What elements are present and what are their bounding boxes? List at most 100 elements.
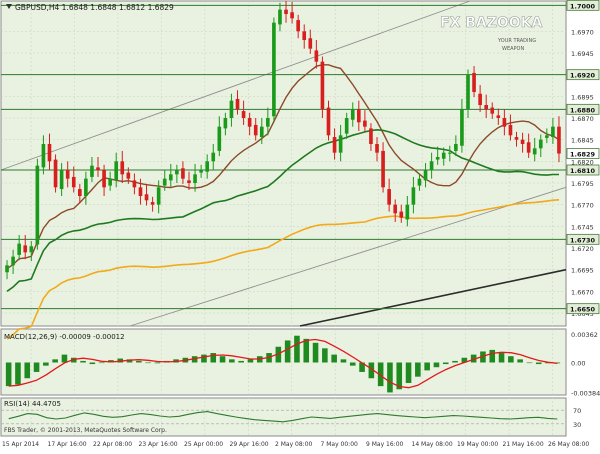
candle-body	[168, 174, 173, 181]
logo-tagline-1: YOUR TRADING	[497, 38, 536, 44]
upper-channel-line	[0, 0, 471, 171]
macd-bar	[535, 362, 542, 365]
candle-body	[71, 176, 76, 188]
candle-body	[278, 9, 282, 25]
macd-bar	[470, 354, 477, 363]
price-tick-label: 1.6745	[571, 223, 594, 231]
candle-body	[417, 178, 422, 186]
time-tick-label: 19 May 00:00	[457, 441, 498, 448]
macd-bar	[415, 362, 421, 377]
candle-body	[399, 211, 404, 218]
candle-body	[356, 109, 361, 123]
candle-body	[381, 150, 385, 188]
macd-bar	[461, 357, 468, 363]
candle-body	[532, 148, 537, 155]
candle-body	[120, 161, 125, 175]
candle-body	[162, 178, 167, 186]
candle-body	[302, 31, 307, 40]
candle-body	[90, 165, 94, 177]
candle-body	[217, 126, 222, 151]
candle-body	[484, 105, 489, 110]
macd-bar	[303, 338, 310, 363]
candle-body	[411, 187, 416, 205]
macd-bar	[340, 359, 347, 363]
macd-bar	[275, 346, 282, 363]
macd-bar	[322, 348, 328, 363]
price-tick-label: 1.6720	[571, 245, 594, 253]
level-price-label: 1.7000	[570, 2, 596, 10]
macd-bar	[219, 356, 226, 363]
candle-body	[375, 144, 379, 153]
time-tick-label: 2 May 08:00	[275, 441, 313, 448]
candle-body	[102, 170, 106, 188]
candle-body	[326, 107, 331, 136]
macd-bar	[210, 353, 217, 363]
macd-label: MACD(12,26,9) -0.00009 -0.00012	[4, 333, 125, 341]
macd-bar	[368, 362, 375, 379]
candle-body	[144, 194, 149, 201]
candle-body	[454, 144, 458, 151]
fx-bazooka-logo: FX BAZOOKA YOUR TRADING WEAPON	[440, 15, 543, 52]
macd-bar	[43, 362, 49, 366]
macd-bar	[191, 356, 198, 363]
logo-brand: FX BAZOOKA	[440, 15, 543, 31]
macd-bar	[61, 354, 68, 363]
candle-body	[496, 115, 501, 118]
horizontal-levels	[1, 4, 566, 310]
candle-body	[199, 170, 203, 173]
macd-signal-line	[8, 338, 558, 389]
price-tick-label: 1.6795	[571, 180, 594, 188]
candle-body	[551, 126, 555, 138]
macd-bar	[52, 359, 58, 363]
candle-body	[296, 20, 300, 32]
candle-body	[338, 135, 343, 153]
macd-bar	[33, 362, 40, 372]
macd-bar	[145, 362, 151, 364]
macd-bar	[70, 357, 77, 363]
macd-bar	[294, 335, 300, 363]
rsi-tick-label: 70	[573, 407, 581, 415]
rsi-tick-label: 30	[573, 421, 581, 429]
last-price-box	[566, 148, 600, 159]
candle-body	[508, 124, 513, 136]
level-price-label: 1.6920	[570, 72, 596, 80]
rsi-label: RSI(14) 44.4705	[4, 400, 61, 408]
candle-body	[514, 137, 519, 140]
time-tick-label: 25 Apr 00:00	[184, 441, 223, 448]
candle-body	[247, 118, 252, 127]
price-tick-label: 1.6845	[571, 137, 594, 145]
macd-bar	[508, 356, 514, 363]
level-price-label: 1.6650	[570, 306, 596, 314]
price-tick-label: 1.6820	[571, 158, 594, 166]
candle-body	[17, 243, 21, 255]
candle-body	[138, 187, 143, 196]
macd-bar	[452, 360, 458, 363]
candle-body	[77, 189, 82, 196]
candle-body	[11, 256, 15, 266]
candle-body	[229, 100, 234, 118]
candle-body	[65, 170, 70, 179]
level-price-label: 1.6730	[570, 236, 596, 244]
last-price-label: 1.6829	[570, 151, 596, 159]
logo-tagline-2: WEAPON	[502, 46, 524, 52]
macd-bar	[377, 362, 384, 387]
level-price-box	[566, 164, 600, 176]
dropdown-triangle-icon[interactable]	[6, 4, 12, 9]
candle-body	[23, 245, 28, 253]
level-price-box	[566, 303, 600, 315]
candle-body	[84, 178, 88, 196]
candle-body	[132, 180, 137, 188]
time-tick-label: 17 Apr 16:00	[48, 441, 87, 448]
candle-body	[205, 161, 210, 172]
candle-body	[441, 152, 446, 159]
macd-bar	[117, 358, 124, 363]
candle-body	[187, 180, 191, 183]
macd-bar	[480, 351, 486, 363]
symbol-info: GBPUSD,H4 1.6848 1.6848 1.6812 1.6829	[15, 3, 174, 12]
candle-body	[284, 9, 288, 14]
candle-body	[235, 98, 240, 110]
macd-bar	[387, 362, 393, 393]
candle-body	[466, 74, 470, 110]
